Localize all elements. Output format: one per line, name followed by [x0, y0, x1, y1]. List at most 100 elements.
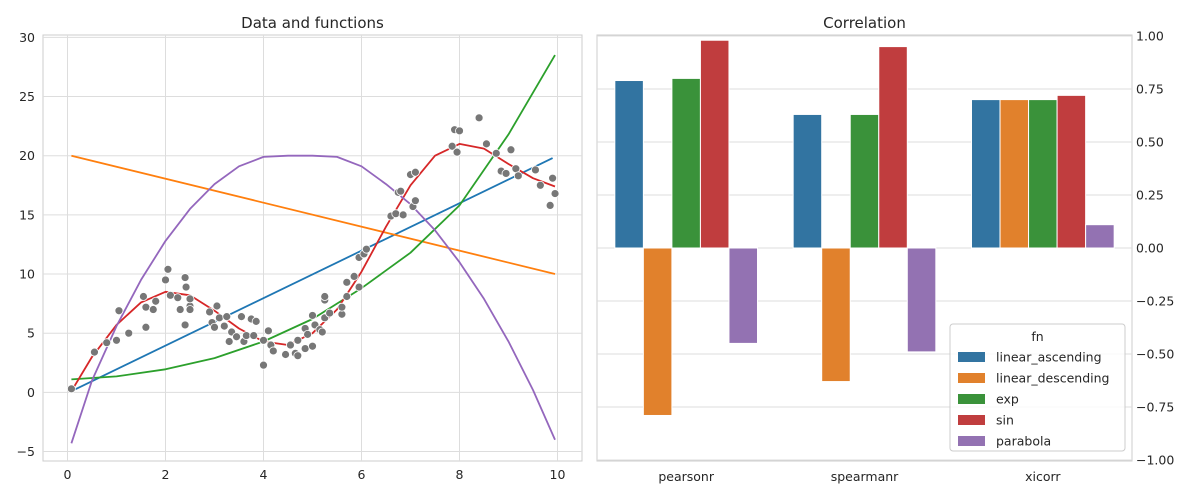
scatter-point: [286, 340, 295, 350]
scatter-point: [361, 244, 371, 254]
scatter-point: [139, 292, 148, 301]
scatter-point: [148, 305, 158, 314]
left-y-tick-label: 10: [19, 267, 35, 282]
left-chart-title: Data and functions: [241, 14, 384, 32]
legend-label-parabola: parabola: [996, 434, 1051, 449]
scatter-point: [241, 331, 251, 340]
bar-linear_ascending-spearmanr: [792, 113, 823, 249]
scatter-point: [455, 126, 464, 136]
legend-label-linear_descending: linear_descending: [996, 371, 1110, 386]
left-x-tick-label: 8: [456, 467, 464, 482]
right-y-tick-label: −0.75: [1136, 400, 1174, 415]
line-parabola: [70, 154, 556, 444]
left-x-tick-label: 0: [64, 467, 72, 482]
scatter-point: [249, 331, 259, 340]
left-x-tick-label: 2: [162, 467, 170, 482]
scatter-point: [410, 167, 420, 177]
line-linear_ascending: [71, 157, 553, 393]
scatter-point: [281, 350, 290, 359]
scatter-point: [293, 351, 303, 361]
scatter-point: [102, 338, 112, 348]
scatter-point: [308, 341, 317, 351]
bar-sin-pearsonr: [699, 39, 730, 249]
scatter-point: [513, 171, 523, 181]
right-y-tick-label: −1.00: [1136, 453, 1174, 468]
scatter-point: [452, 147, 462, 157]
legend-label-sin: sin: [996, 413, 1014, 428]
legend-swatch-exp: [958, 394, 985, 404]
legend-box: [949, 323, 1126, 452]
right-chart-title: Correlation: [823, 14, 906, 32]
left-y-tick-label: 5: [27, 326, 35, 341]
scatter-point: [293, 335, 303, 345]
scatter-point: [222, 312, 232, 322]
right-x-tick-labels: pearsonr spearmanr xicorr: [658, 469, 1061, 484]
bar-exp-pearsonr: [671, 77, 701, 249]
left-scatter-points: [67, 113, 560, 394]
left-y-tick-label: 25: [19, 89, 35, 104]
scatter-point: [114, 306, 124, 316]
scatter-point: [354, 282, 364, 292]
scatter-point: [482, 139, 491, 149]
right-y-tick-label: 0.50: [1136, 135, 1164, 150]
legend-swatch-parabola: [958, 436, 985, 446]
legend-label-linear_ascending: linear_ascending: [996, 350, 1102, 365]
scatter-point: [447, 141, 457, 151]
scatter-point: [67, 384, 76, 394]
scatter-point: [550, 189, 560, 198]
scatter-point: [501, 169, 511, 178]
scatter-point: [151, 296, 161, 306]
scatter-point: [124, 328, 134, 338]
left-y-tick-labels: −5 0 5 10 15 20 25 30: [17, 30, 35, 459]
right-y-tick-labels: −1.00 −0.75 −0.50 −0.25 0.00 0.25 0.50 0.75 1.00: [1136, 29, 1174, 468]
category-label: pearsonr: [658, 469, 715, 484]
scatter-point: [308, 311, 317, 320]
scatter-point: [337, 302, 347, 312]
legend-swatch-linear_ascending: [958, 352, 985, 362]
right-y-tick-label: 1.00: [1136, 29, 1164, 44]
scatter-point: [175, 305, 185, 314]
scatter-point: [491, 148, 501, 158]
scatter-point: [268, 346, 278, 356]
scatter-point: [219, 321, 229, 331]
scatter-point: [214, 313, 224, 323]
bar-parabola-pearsonr: [728, 247, 759, 344]
bar-linear_descending-xicorr: [999, 99, 1030, 249]
scatter-point: [141, 322, 151, 332]
left-chart: 0 2 4 6 8 10 −5 0 5 10 15 20 25 30 Data and function…: [17, 14, 583, 482]
scatter-point: [212, 301, 222, 311]
scatter-point: [90, 347, 99, 357]
right-chart: pearsonr spearmanr xicorr −1.00−0.75−0.50−…: [596, 14, 1174, 484]
scatter-point: [474, 113, 484, 123]
left-y-tick-label: 20: [19, 148, 35, 163]
scatter-point: [303, 329, 313, 339]
right-y-tick-label: 0.00: [1136, 241, 1164, 256]
line-linear_descending: [71, 154, 556, 275]
scatter-point: [548, 173, 557, 183]
right-y-tick-label: −0.50: [1136, 347, 1174, 362]
scatter-point: [232, 332, 241, 342]
scatter-point: [263, 326, 273, 336]
bar-exp-xicorr: [1028, 99, 1058, 249]
scatter-point: [181, 282, 191, 292]
bar-linear_descending-spearmanr: [821, 247, 851, 383]
scatter-point: [317, 327, 327, 337]
scatter-point: [237, 312, 246, 322]
bar-parabola-xicorr: [1085, 224, 1115, 249]
legend-swatch-linear_descending: [958, 373, 985, 383]
bar-linear_ascending-pearsonr: [614, 80, 644, 249]
category-label: xicorr: [1025, 469, 1061, 484]
left-x-tick-label: 10: [550, 467, 566, 482]
legend-title: fn: [1031, 329, 1043, 344]
bar-sin-xicorr: [1056, 94, 1087, 249]
bar-sin-spearmanr: [878, 46, 908, 249]
scatter-point: [259, 335, 268, 345]
scatter-point: [161, 275, 170, 285]
scatter-point: [180, 273, 190, 282]
scatter-point: [300, 344, 310, 353]
bar-exp-spearmanr: [849, 113, 880, 249]
right-bars: [614, 39, 1115, 416]
scatter-point: [535, 180, 545, 190]
